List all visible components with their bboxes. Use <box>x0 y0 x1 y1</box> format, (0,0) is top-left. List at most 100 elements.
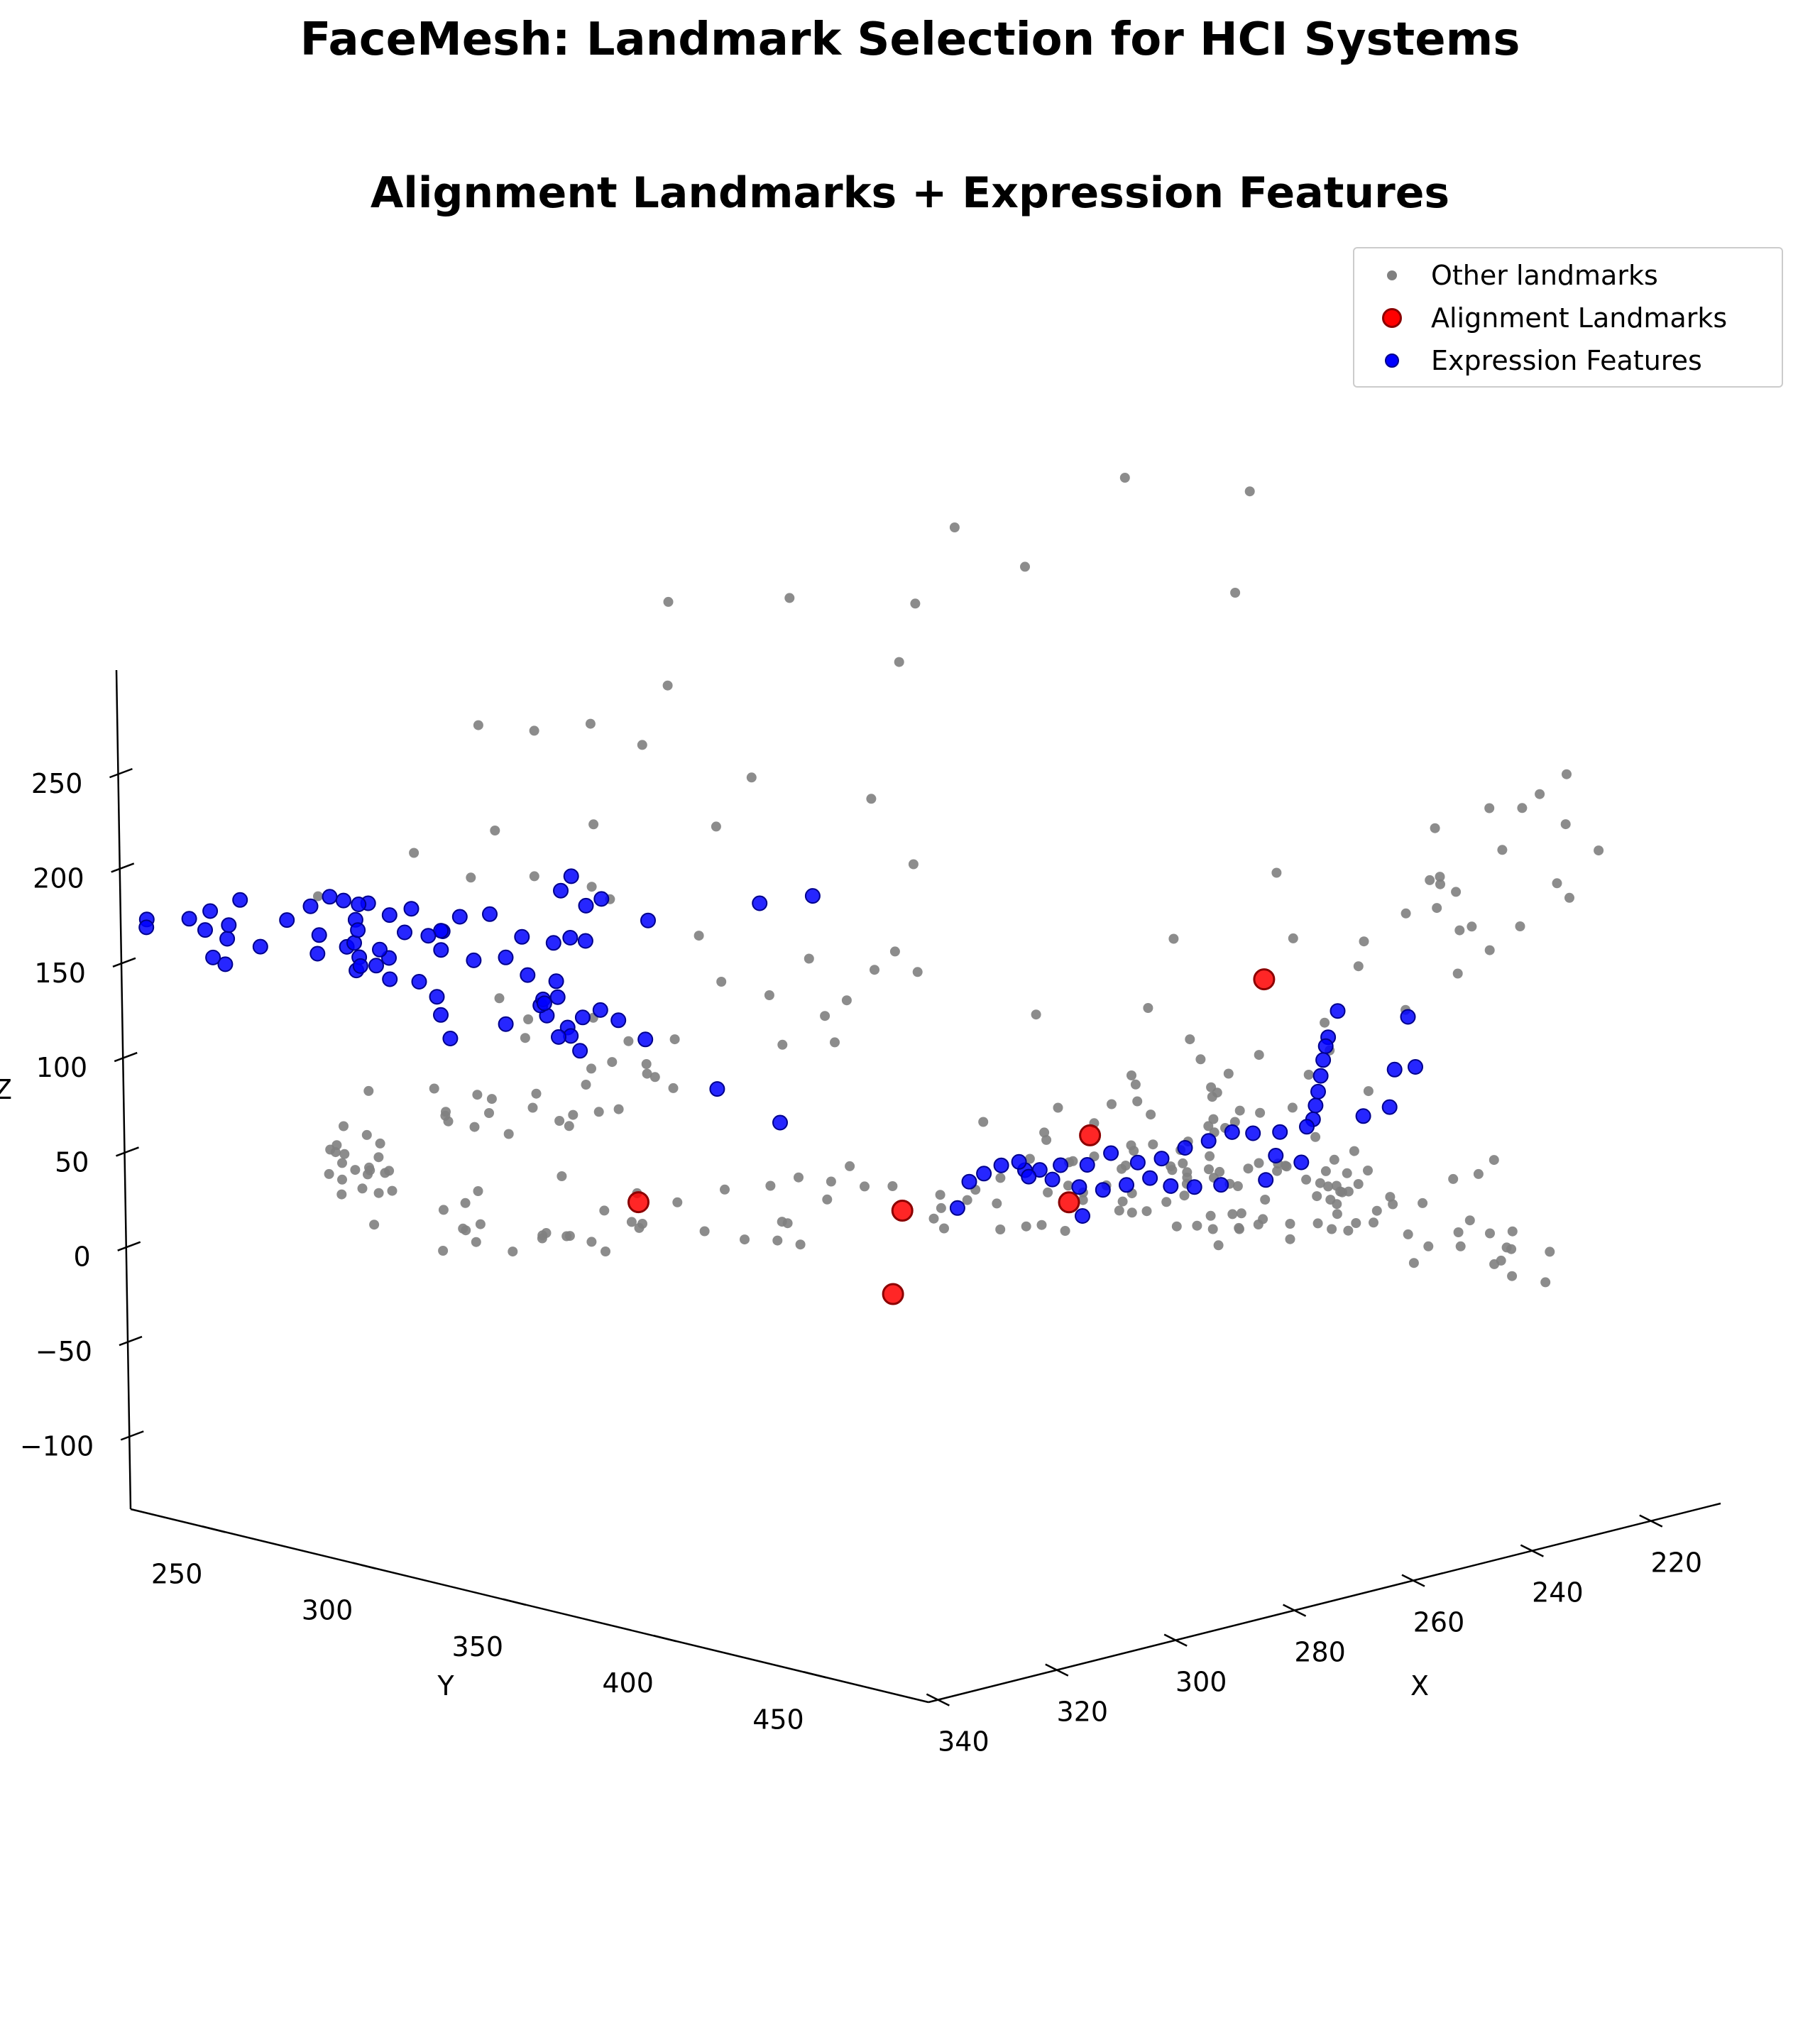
other-landmark-point <box>949 522 960 532</box>
other-landmark-point <box>1203 1121 1214 1131</box>
other-landmark-point <box>1107 1099 1117 1109</box>
other-landmark-point <box>1272 1166 1283 1176</box>
legend-marker-alignment <box>1382 308 1402 328</box>
other-landmark-point <box>1068 1156 1078 1166</box>
y-tick <box>202 1525 226 1533</box>
legend-marker-expression <box>1385 354 1399 368</box>
z-tick-label: −100 <box>20 1430 94 1462</box>
expression-feature-point <box>1386 1061 1403 1078</box>
other-landmark-point <box>472 1090 483 1100</box>
expression-feature-point <box>202 903 219 919</box>
other-landmark-point <box>720 1184 730 1195</box>
expression-feature-point <box>429 989 445 1005</box>
x-tick <box>1639 1514 1663 1528</box>
other-landmark-point <box>1185 1034 1195 1045</box>
other-landmark-point <box>1060 1226 1070 1236</box>
other-landmark-point <box>1234 1105 1245 1116</box>
other-landmark-point <box>992 1198 1002 1209</box>
other-landmark-point <box>1455 1241 1466 1251</box>
other-landmark-point <box>1129 1146 1139 1156</box>
other-landmark-point <box>384 1166 395 1176</box>
expression-feature-point <box>1053 1157 1069 1173</box>
other-landmark-point <box>557 1171 567 1181</box>
other-landmark-point <box>369 1220 380 1230</box>
other-landmark-point <box>523 1014 534 1024</box>
other-landmark-point <box>1327 1224 1337 1234</box>
other-landmark-point <box>324 1168 334 1179</box>
other-landmark-point <box>1227 1209 1238 1220</box>
other-landmark-point <box>1215 1166 1225 1177</box>
other-landmark-point <box>337 1174 347 1185</box>
other-landmark-point <box>1371 1205 1382 1216</box>
other-landmark-point <box>564 1231 575 1242</box>
other-landmark-point <box>1192 1220 1202 1231</box>
other-landmark-point <box>830 1037 840 1048</box>
expression-feature-point <box>1075 1208 1090 1224</box>
alignment-landmark-point <box>1253 968 1276 991</box>
expression-feature-point <box>221 917 237 933</box>
other-landmark-point <box>364 1162 374 1173</box>
expression-feature-point <box>593 891 610 907</box>
other-landmark-point <box>1418 1198 1428 1208</box>
other-landmark-point <box>1182 1167 1193 1178</box>
expression-feature-point <box>466 952 482 968</box>
other-landmark-point <box>912 967 923 977</box>
other-landmark-point <box>387 1185 398 1196</box>
other-landmark-point <box>1285 1234 1295 1244</box>
other-landmark-point <box>1119 473 1130 483</box>
expression-feature-point <box>752 895 768 911</box>
other-landmark-point <box>772 1235 783 1246</box>
z-tick-label: 150 <box>34 958 86 989</box>
other-landmark-point <box>795 1239 806 1250</box>
other-landmark-point <box>527 1102 538 1113</box>
x-tick <box>1163 1633 1188 1647</box>
z-tick-label: 0 <box>74 1242 91 1273</box>
other-landmark-point <box>1205 1151 1215 1161</box>
z-tick <box>111 862 135 873</box>
y-tick <box>804 1671 827 1679</box>
other-landmark-point <box>350 1165 361 1176</box>
other-landmark-point <box>1408 1258 1419 1268</box>
other-landmark-point <box>1540 1277 1551 1288</box>
other-landmark-point <box>663 596 674 607</box>
other-landmark-point <box>649 1072 660 1083</box>
expression-feature-point <box>1330 1003 1346 1019</box>
x-tick-label: 220 <box>1651 1547 1703 1579</box>
other-landmark-point <box>894 657 904 667</box>
y-tick-label: 300 <box>302 1595 353 1626</box>
y-tick <box>352 1562 376 1569</box>
expression-feature-point <box>551 1029 566 1045</box>
other-landmark-point <box>541 1228 552 1238</box>
expression-feature-point <box>1310 1083 1326 1100</box>
other-landmark-point <box>1207 1224 1218 1234</box>
other-landmark-point <box>581 1080 591 1090</box>
other-landmark-point <box>694 931 704 941</box>
other-landmark-point <box>1021 1221 1031 1232</box>
expression-feature-point <box>610 1012 627 1029</box>
expression-feature-point <box>302 898 319 914</box>
other-landmark-point <box>826 1176 836 1187</box>
other-landmark-point <box>1253 1220 1263 1229</box>
expression-feature-point <box>382 971 398 987</box>
other-landmark-point <box>585 718 596 729</box>
other-landmark-point <box>672 1197 683 1207</box>
expression-feature-point <box>976 1166 992 1182</box>
other-landmark-point <box>1301 1174 1312 1185</box>
other-landmark-point <box>1024 1154 1035 1164</box>
other-landmark-point <box>1337 1187 1347 1198</box>
expression-feature-point <box>1200 1133 1217 1149</box>
expression-feature-point <box>1142 1170 1158 1186</box>
alignment-landmark-point <box>1058 1191 1080 1214</box>
expression-feature-point <box>372 941 388 958</box>
expression-feature-point <box>433 1007 449 1023</box>
other-landmark-point <box>1205 1210 1216 1221</box>
expression-feature-point <box>1119 1177 1134 1193</box>
other-landmark-point <box>1423 1241 1434 1251</box>
expression-feature-point <box>514 928 530 945</box>
other-landmark-point <box>1232 1181 1243 1191</box>
other-landmark-point <box>668 1083 679 1093</box>
expression-feature-point <box>350 922 366 938</box>
other-landmark-point <box>887 1181 898 1191</box>
z-tick-label: 200 <box>33 862 84 894</box>
expression-feature-point <box>232 892 248 908</box>
